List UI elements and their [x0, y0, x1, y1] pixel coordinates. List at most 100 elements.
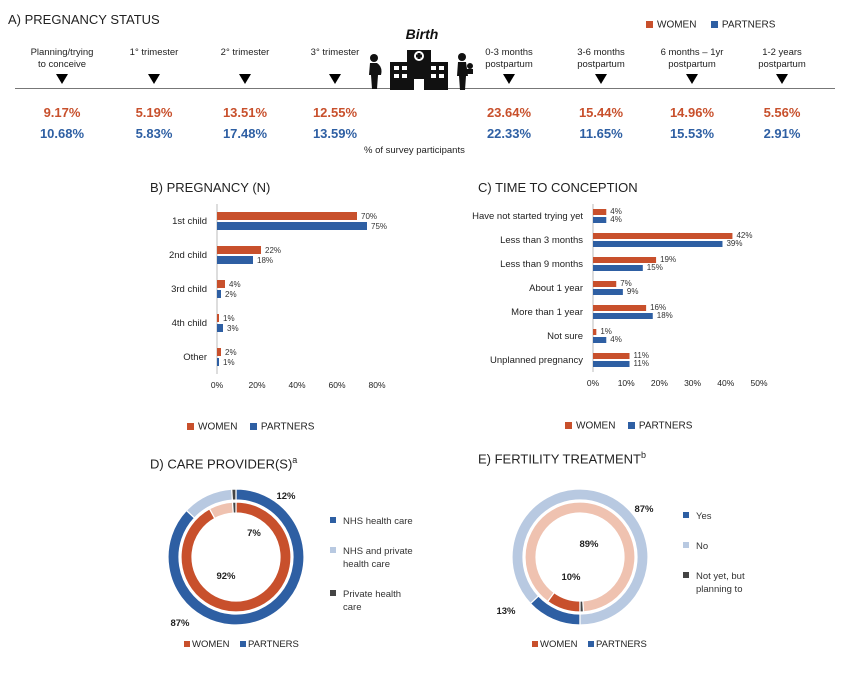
- bar-value-label: 11%: [634, 351, 649, 360]
- women-bar: [593, 329, 597, 335]
- stage-label: 2° trimester: [220, 47, 270, 58]
- partners-percentage: 11.65%: [579, 126, 623, 141]
- category-legend-label: Not yet, but: [696, 571, 745, 582]
- women-ring-segment: [579, 600, 585, 613]
- partners-bar: [217, 222, 367, 230]
- women-bar: [593, 353, 630, 359]
- bar-value-label: 22%: [265, 246, 281, 255]
- bar-value-label: 15%: [647, 263, 663, 272]
- women-bar: [593, 233, 733, 239]
- women-legend-swatch: [646, 21, 653, 29]
- panel-a-caption: % of survey participants: [364, 145, 465, 156]
- fertility-treatment-donut-chart: 87% 89% 10% 13% Yes No Not yet, but planning to…: [496, 488, 745, 650]
- stage-label: 0-3 months postpartum: [485, 47, 533, 70]
- category-label: Unplanned pregnancy: [490, 355, 583, 366]
- category-label: Other: [183, 352, 207, 363]
- x-tick-label: 40%: [717, 378, 734, 388]
- women-legend-label: WOMEN: [192, 639, 230, 650]
- bar-value-label: 18%: [657, 311, 673, 320]
- bar-value-label: 75%: [371, 222, 387, 231]
- women-percentage: 14.96%: [669, 105, 715, 120]
- partners-bar: [217, 290, 221, 298]
- women-legend-label: WOMEN: [198, 421, 238, 433]
- bar-value-label: 3%: [227, 324, 239, 333]
- panel-e-title-sup: b: [641, 450, 647, 460]
- category-label: Not sure: [547, 331, 583, 342]
- partners-percentage: 17.48%: [222, 126, 268, 141]
- partners-percentage: 2.91%: [763, 126, 801, 141]
- women-legend-swatch: [565, 422, 572, 430]
- category-label: Less than 9 months: [500, 259, 583, 270]
- women-percentage: 5.56%: [763, 105, 801, 120]
- panel-d-title: D) CARE PROVIDER(S)a: [150, 455, 297, 471]
- partners-legend-swatch: [240, 641, 246, 647]
- women-percentage: 5.19%: [135, 105, 173, 120]
- women-percentage: 13.51%: [222, 105, 268, 120]
- panel-a-legend: WOMEN PARTNERS: [646, 16, 775, 34]
- bar-value-label: 1%: [600, 327, 612, 336]
- partners-bar: [593, 241, 723, 247]
- category-label: 1st child: [172, 216, 207, 227]
- women-percentage: 12.55%: [312, 105, 358, 120]
- women-percentage: 15.44%: [578, 105, 624, 120]
- x-tick-label: 0%: [211, 380, 224, 390]
- bar-value-label: 4%: [610, 215, 622, 224]
- women-legend-swatch: [532, 641, 538, 647]
- partners-bar: [593, 217, 607, 223]
- women-ring-segment: [180, 501, 292, 613]
- category-label: 3rd child: [171, 284, 207, 295]
- panel-c-title: C) TIME TO CONCEPTION: [478, 180, 638, 195]
- bar-value-label: 4%: [610, 207, 622, 216]
- panel-e-title-text: E) FERTILITY TREATMENT: [478, 451, 642, 467]
- category-legend-label: planning to: [696, 584, 742, 595]
- hospital-icon: [390, 50, 448, 90]
- donut-value-label: 7%: [247, 528, 261, 539]
- women-ring-segment: [231, 501, 237, 514]
- bar-value-label: 2%: [225, 290, 237, 299]
- partners-legend-label: PARTNERS: [260, 421, 315, 433]
- pregnancy-bar-chart: 1st child 70%75% 2nd child 22%18% 3rd child 4…: [169, 204, 387, 390]
- women-legend-label: WOMEN: [576, 420, 616, 432]
- bar-value-label: 1%: [223, 358, 235, 367]
- women-bar: [593, 281, 617, 287]
- bar-value-label: 42%: [736, 231, 752, 240]
- partners-legend-label: PARTNERS: [638, 420, 693, 432]
- panel-d-title-text: D) CARE PROVIDER(S): [150, 456, 293, 472]
- category-legend-label: Private health: [343, 589, 401, 600]
- category-label: More than 1 year: [511, 307, 583, 318]
- donut-value-label: 13%: [496, 606, 516, 617]
- partners-legend-label: PARTNERS: [721, 19, 776, 31]
- bar-value-label: 2%: [225, 348, 237, 357]
- partners-legend-swatch: [627, 422, 635, 430]
- category-legend-label: No: [696, 541, 708, 552]
- partners-ring-segment: [231, 488, 237, 501]
- bar-value-label: 16%: [650, 303, 666, 312]
- panel-e-title: E) FERTILITY TREATMENTb: [478, 450, 646, 466]
- women-legend-label: WOMEN: [540, 639, 578, 650]
- category-label: 2nd child: [169, 250, 207, 261]
- category-legend-swatch: [683, 572, 689, 578]
- partners-bar: [593, 337, 607, 343]
- x-tick-label: 20%: [651, 378, 668, 388]
- donut-value-label: 87%: [634, 504, 654, 515]
- stage-label: 3-6 months postpartum: [577, 47, 625, 70]
- stage-label: 1-2 years postpartum: [758, 47, 806, 70]
- category-legend-swatch: [683, 512, 689, 518]
- panel-d-title-sup: a: [292, 455, 298, 465]
- women-bar: [217, 212, 357, 220]
- stage-marker-icon: [503, 74, 515, 84]
- partners-legend-label: PARTNERS: [596, 639, 647, 650]
- category-label: About 1 year: [529, 283, 583, 294]
- women-legend-swatch: [184, 641, 190, 647]
- donut-value-label: 87%: [170, 618, 190, 629]
- partners-bar: [593, 313, 653, 319]
- partners-legend-swatch: [710, 21, 718, 29]
- panel-b-legend: WOMEN PARTNERS: [187, 418, 314, 436]
- donut-value-label: 89%: [579, 539, 599, 550]
- stage-label: 1° trimester: [129, 47, 179, 58]
- panel-b-title: B) PREGNANCY (N): [150, 180, 271, 195]
- stage-label: 3° trimester: [310, 47, 360, 58]
- x-tick-label: 30%: [684, 378, 701, 388]
- bar-value-label: 19%: [660, 255, 676, 264]
- x-tick-label: 80%: [368, 380, 385, 390]
